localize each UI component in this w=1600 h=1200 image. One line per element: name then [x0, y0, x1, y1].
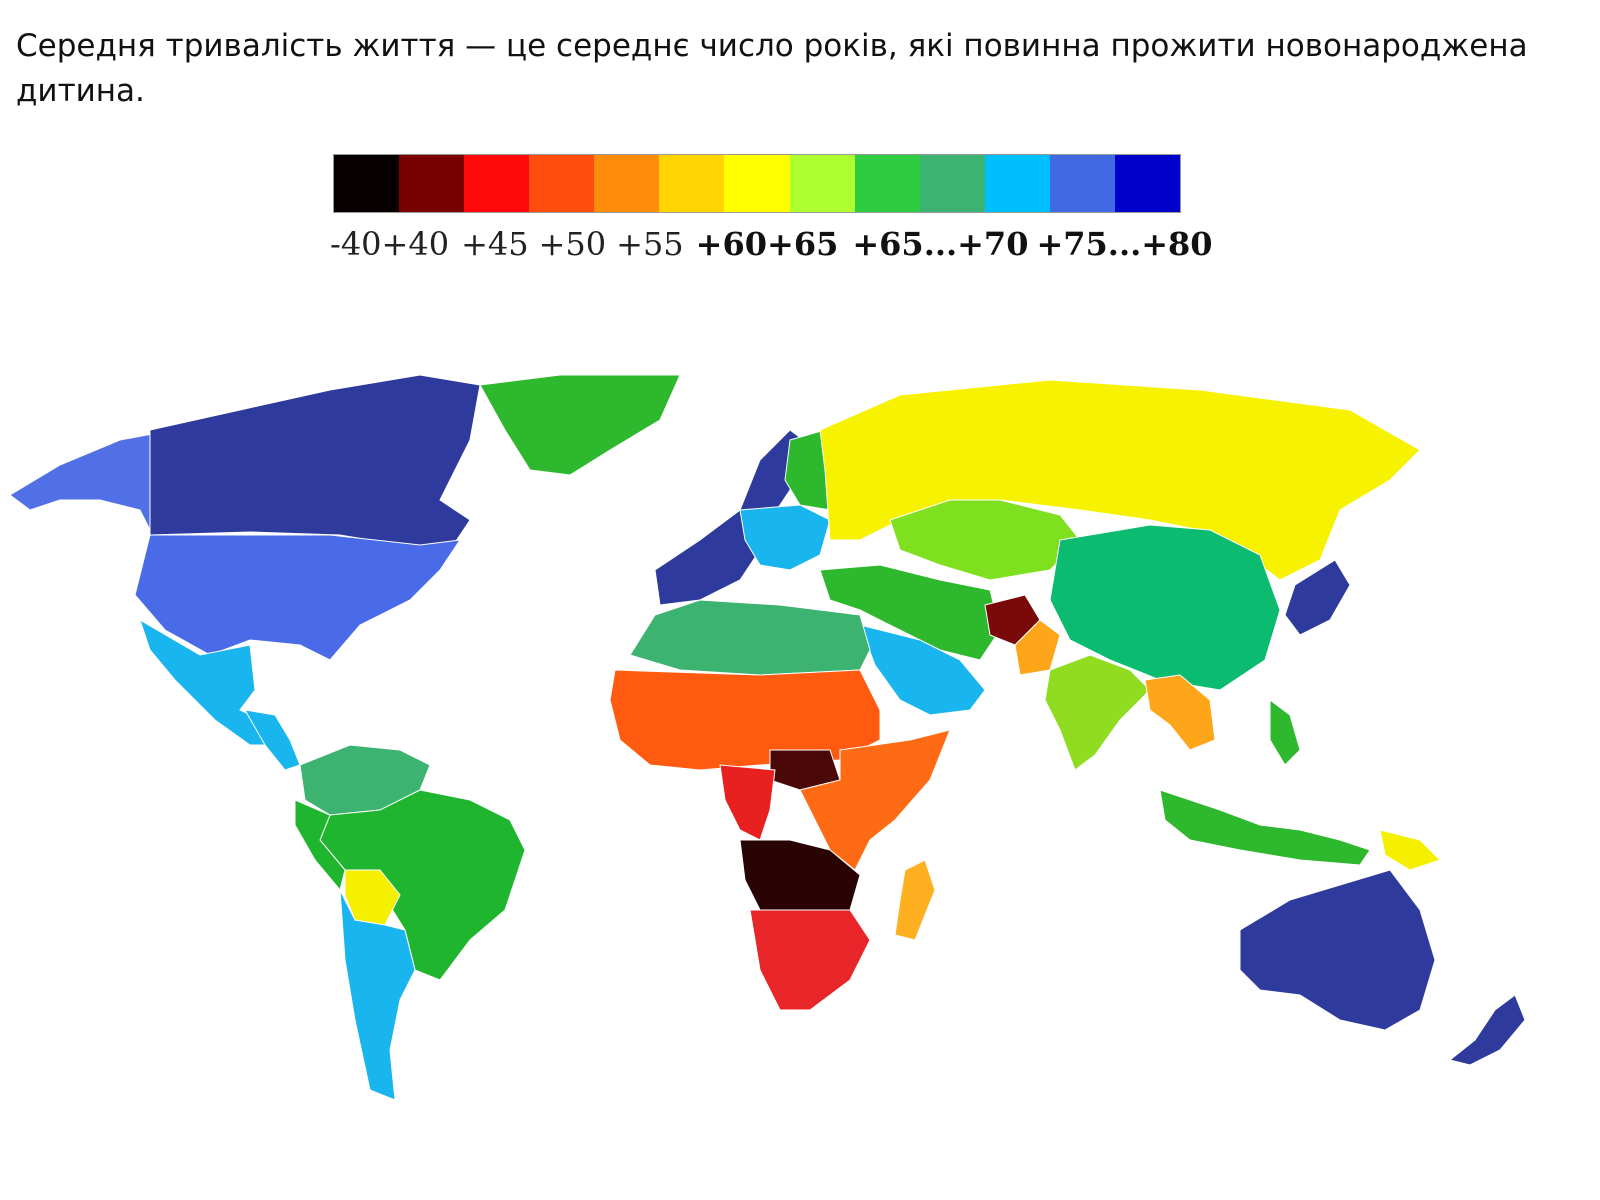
pakistan-region — [1014, 619, 1061, 676]
peru-region — [294, 799, 346, 892]
legend-swatch — [1114, 155, 1181, 212]
color-scale-legend — [333, 154, 1181, 213]
legend-swatch — [659, 155, 725, 212]
japan-region — [1284, 559, 1351, 636]
central-europe-region — [739, 504, 831, 571]
legend-label: +50 — [538, 225, 607, 263]
philippines-region — [1269, 699, 1301, 766]
east-africa-region — [799, 729, 951, 871]
legend-swatch — [334, 155, 400, 212]
australia-region — [1239, 869, 1436, 1031]
arabia-region — [859, 624, 986, 716]
legend-label: +40 — [381, 225, 450, 263]
central-africa-region — [719, 764, 776, 841]
legend-label: +45 — [461, 225, 529, 263]
legend-swatch — [789, 155, 855, 212]
north-africa-region — [629, 599, 871, 676]
legend-swatch — [724, 155, 790, 212]
eastern-europe-region — [784, 429, 831, 511]
legend-label: +80 — [1141, 225, 1213, 263]
turkey-iran-region — [819, 564, 1001, 661]
world-map-svg — [9, 374, 1526, 1101]
legend-swatch — [919, 155, 985, 212]
greenland-region — [479, 374, 681, 476]
indochina-region — [1144, 674, 1216, 751]
usa-region — [134, 534, 462, 661]
legend-swatch — [854, 155, 920, 212]
legend-swatch — [984, 155, 1050, 212]
legend-label: +60 — [695, 225, 767, 263]
new-zealand-region — [1448, 994, 1526, 1066]
canada-region — [149, 374, 481, 551]
southern-africa-region — [749, 909, 871, 1011]
legend-swatch — [1049, 155, 1115, 212]
legend-label: +65... — [852, 225, 958, 263]
map-caption: Середня тривалість життя — це середнє чи… — [16, 28, 1528, 109]
china-region — [1049, 524, 1281, 691]
legend-swatch — [464, 155, 530, 212]
legend-swatch — [529, 155, 595, 212]
kazakhstan-region — [889, 499, 1081, 581]
world-map — [0, 370, 1600, 1160]
argentina-chile-region — [339, 889, 416, 1101]
india-region — [1044, 654, 1151, 771]
legend-label: -40 — [330, 225, 382, 263]
legend-labels: -40+40 +45 +50 +55 +60+65 +65...+70 +75...+80 — [330, 225, 1213, 275]
indonesia-region — [1159, 789, 1371, 866]
legend-swatch — [594, 155, 660, 212]
legend-label: +65 — [767, 225, 839, 263]
legend-label: +55 — [616, 225, 684, 263]
legend-label: +75... — [1036, 225, 1142, 263]
papua-new-guinea-region — [1379, 829, 1441, 871]
legend-label: +70 — [957, 225, 1029, 263]
legend-swatch — [399, 155, 465, 212]
madagascar-region — [894, 859, 936, 941]
